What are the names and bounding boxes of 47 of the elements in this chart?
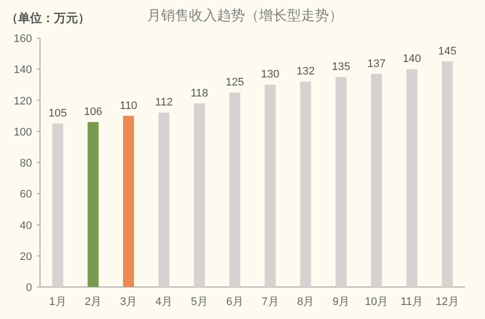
bar: [442, 61, 453, 287]
y-tick-label: 140: [14, 64, 32, 76]
data-label: 125: [226, 76, 244, 88]
y-tick-label: 160: [14, 33, 32, 45]
bar: [52, 124, 64, 287]
x-tick-label: 6月: [226, 296, 244, 308]
bar: [370, 74, 382, 287]
x-tick-label: 12月: [436, 296, 459, 308]
bar: [88, 122, 99, 287]
bar: [264, 84, 276, 287]
x-tick-label: 10月: [364, 296, 388, 308]
y-axis-title: （单位：万元）: [6, 11, 90, 25]
x-tick-label: 11月: [400, 296, 424, 308]
x-tick-label: 8月: [297, 296, 314, 308]
y-tick-label: 40: [20, 220, 32, 232]
bar: [194, 103, 205, 287]
x-tick-label: 4月: [155, 296, 173, 308]
data-label: 130: [261, 68, 280, 81]
data-label: 135: [332, 60, 350, 73]
y-tick-label: 100: [14, 126, 32, 138]
x-tick-label: 5月: [190, 296, 208, 308]
bar: [300, 82, 312, 287]
data-label: 145: [438, 45, 456, 58]
chart-title: 月销售收入趋势（增长型走势）: [147, 7, 343, 23]
data-label: 132: [296, 66, 315, 78]
data-label: 112: [155, 96, 173, 109]
y-tick-label: 80: [20, 158, 32, 170]
x-tick-label: 1月: [49, 296, 66, 308]
bar: [229, 92, 240, 287]
x-tick-label: 3月: [120, 296, 138, 308]
data-label: 118: [190, 87, 208, 100]
y-tick-label: 20: [20, 250, 32, 263]
y-tick-label: 120: [14, 95, 32, 108]
data-label: 137: [367, 58, 386, 70]
x-tick-label: 7月: [262, 296, 279, 308]
data-label: 106: [84, 106, 102, 118]
data-label: 105: [48, 108, 67, 120]
bar: [336, 76, 347, 287]
bar: [406, 69, 418, 287]
x-tick-label: 9月: [332, 296, 350, 308]
y-tick-label: 0: [26, 282, 32, 294]
x-tick-label: 2月: [84, 296, 102, 308]
data-label: 140: [402, 53, 422, 66]
data-label: 110: [120, 100, 138, 112]
bar: [123, 116, 134, 287]
bar: [158, 112, 170, 287]
y-tick-label: 60: [20, 188, 32, 201]
